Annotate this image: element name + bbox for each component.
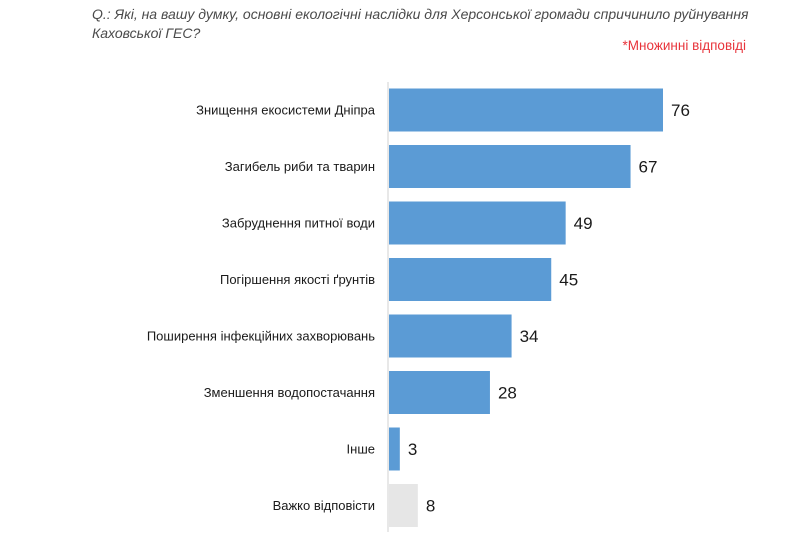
- value-label: 34: [520, 327, 539, 346]
- category-label: Загибель риби та тварин: [225, 159, 375, 174]
- bar: [389, 371, 490, 414]
- multiple-answers-note: *Множинні відповіді: [622, 38, 746, 53]
- value-label: 49: [574, 214, 593, 233]
- bars-group: Знищення екосистеми Дніпра 76 Загибель риб…: [147, 88, 690, 527]
- category-label: Поширення інфекційних захворювань: [147, 329, 375, 344]
- bar: [389, 427, 400, 471]
- bar: [389, 258, 552, 301]
- category-label: Зменшення водопостачання: [204, 385, 375, 400]
- category-label: Інше: [347, 442, 375, 457]
- bar: [389, 484, 418, 527]
- value-label: 45: [559, 271, 578, 290]
- category-label: Забруднення питної води: [222, 216, 375, 231]
- question-text: Q.: Які, на вашу думку, основні екологіч…: [92, 6, 749, 41]
- value-label: 28: [498, 384, 517, 403]
- value-label: 3: [408, 440, 417, 459]
- value-label: 8: [426, 497, 435, 516]
- bar: [389, 314, 512, 358]
- bar: [389, 145, 631, 188]
- category-label: Важко відповісти: [273, 498, 375, 513]
- value-label: 67: [639, 158, 658, 177]
- category-label: Знищення екосистеми Дніпра: [196, 103, 376, 118]
- value-label: 76: [671, 101, 690, 120]
- bar: [389, 88, 663, 132]
- category-label: Погіршення якості ґрунтів: [220, 272, 375, 287]
- bar: [389, 201, 566, 245]
